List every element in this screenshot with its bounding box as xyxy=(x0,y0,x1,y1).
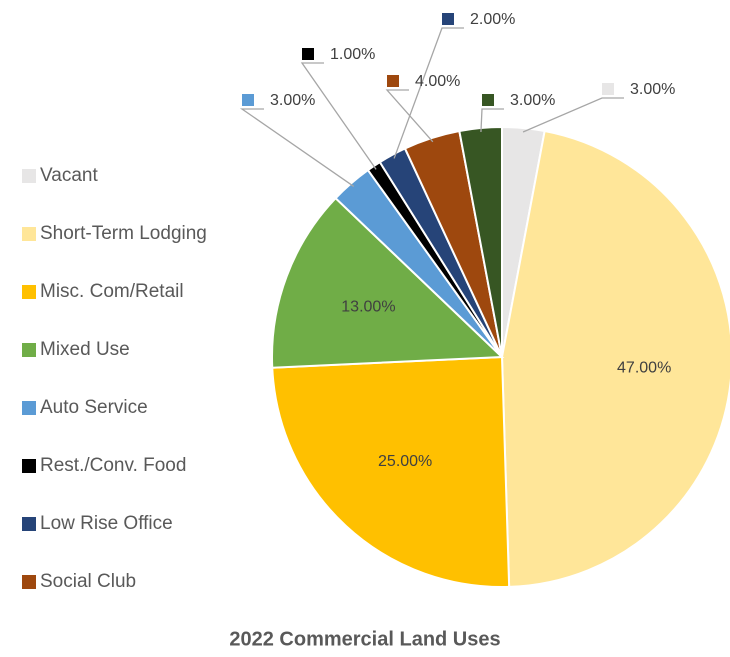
legend-label: Low Rise Office xyxy=(40,513,173,534)
data-label: 3.00% xyxy=(510,92,555,109)
label-key xyxy=(602,83,614,95)
legend-label: Auto Service xyxy=(40,397,148,418)
label-key xyxy=(442,13,454,25)
chart-title: 2022 Commercial Land Uses xyxy=(229,628,500,650)
data-label: 25.00% xyxy=(378,453,432,470)
legend-key xyxy=(22,227,36,241)
label-key xyxy=(387,75,399,87)
pie-slice xyxy=(500,129,730,588)
leader-line xyxy=(239,108,355,187)
legend-key xyxy=(22,517,36,531)
data-label: 4.00% xyxy=(415,73,460,90)
data-label: 1.00% xyxy=(330,46,375,63)
legend-key xyxy=(22,401,36,415)
legend-key xyxy=(22,169,36,183)
legend-label: Misc. Com/Retail xyxy=(40,281,184,302)
legend-key xyxy=(22,459,36,473)
leader-line xyxy=(480,108,504,133)
label-key xyxy=(482,94,494,106)
leader-line xyxy=(522,97,624,133)
leader-line xyxy=(393,27,464,159)
legend-label: Rest./Conv. Food xyxy=(40,455,186,476)
label-key xyxy=(242,94,254,106)
data-label: 3.00% xyxy=(630,81,675,98)
legend-key xyxy=(22,575,36,589)
legend-label: Social Club xyxy=(40,571,136,592)
leader-line xyxy=(300,62,377,170)
leader-line xyxy=(385,89,434,143)
pie-slice xyxy=(271,355,511,588)
legend-key xyxy=(22,343,36,357)
data-label: 2.00% xyxy=(470,11,515,28)
data-label: 13.00% xyxy=(341,298,395,315)
legend-label: Mixed Use xyxy=(40,339,130,360)
legend-label: Short-Term Lodging xyxy=(40,223,207,244)
legend-key xyxy=(22,285,36,299)
label-key xyxy=(302,48,314,60)
legend-label: Vacant xyxy=(40,165,98,186)
pie-slice xyxy=(271,196,505,369)
data-label: 47.00% xyxy=(617,359,671,376)
data-label: 3.00% xyxy=(270,92,315,109)
